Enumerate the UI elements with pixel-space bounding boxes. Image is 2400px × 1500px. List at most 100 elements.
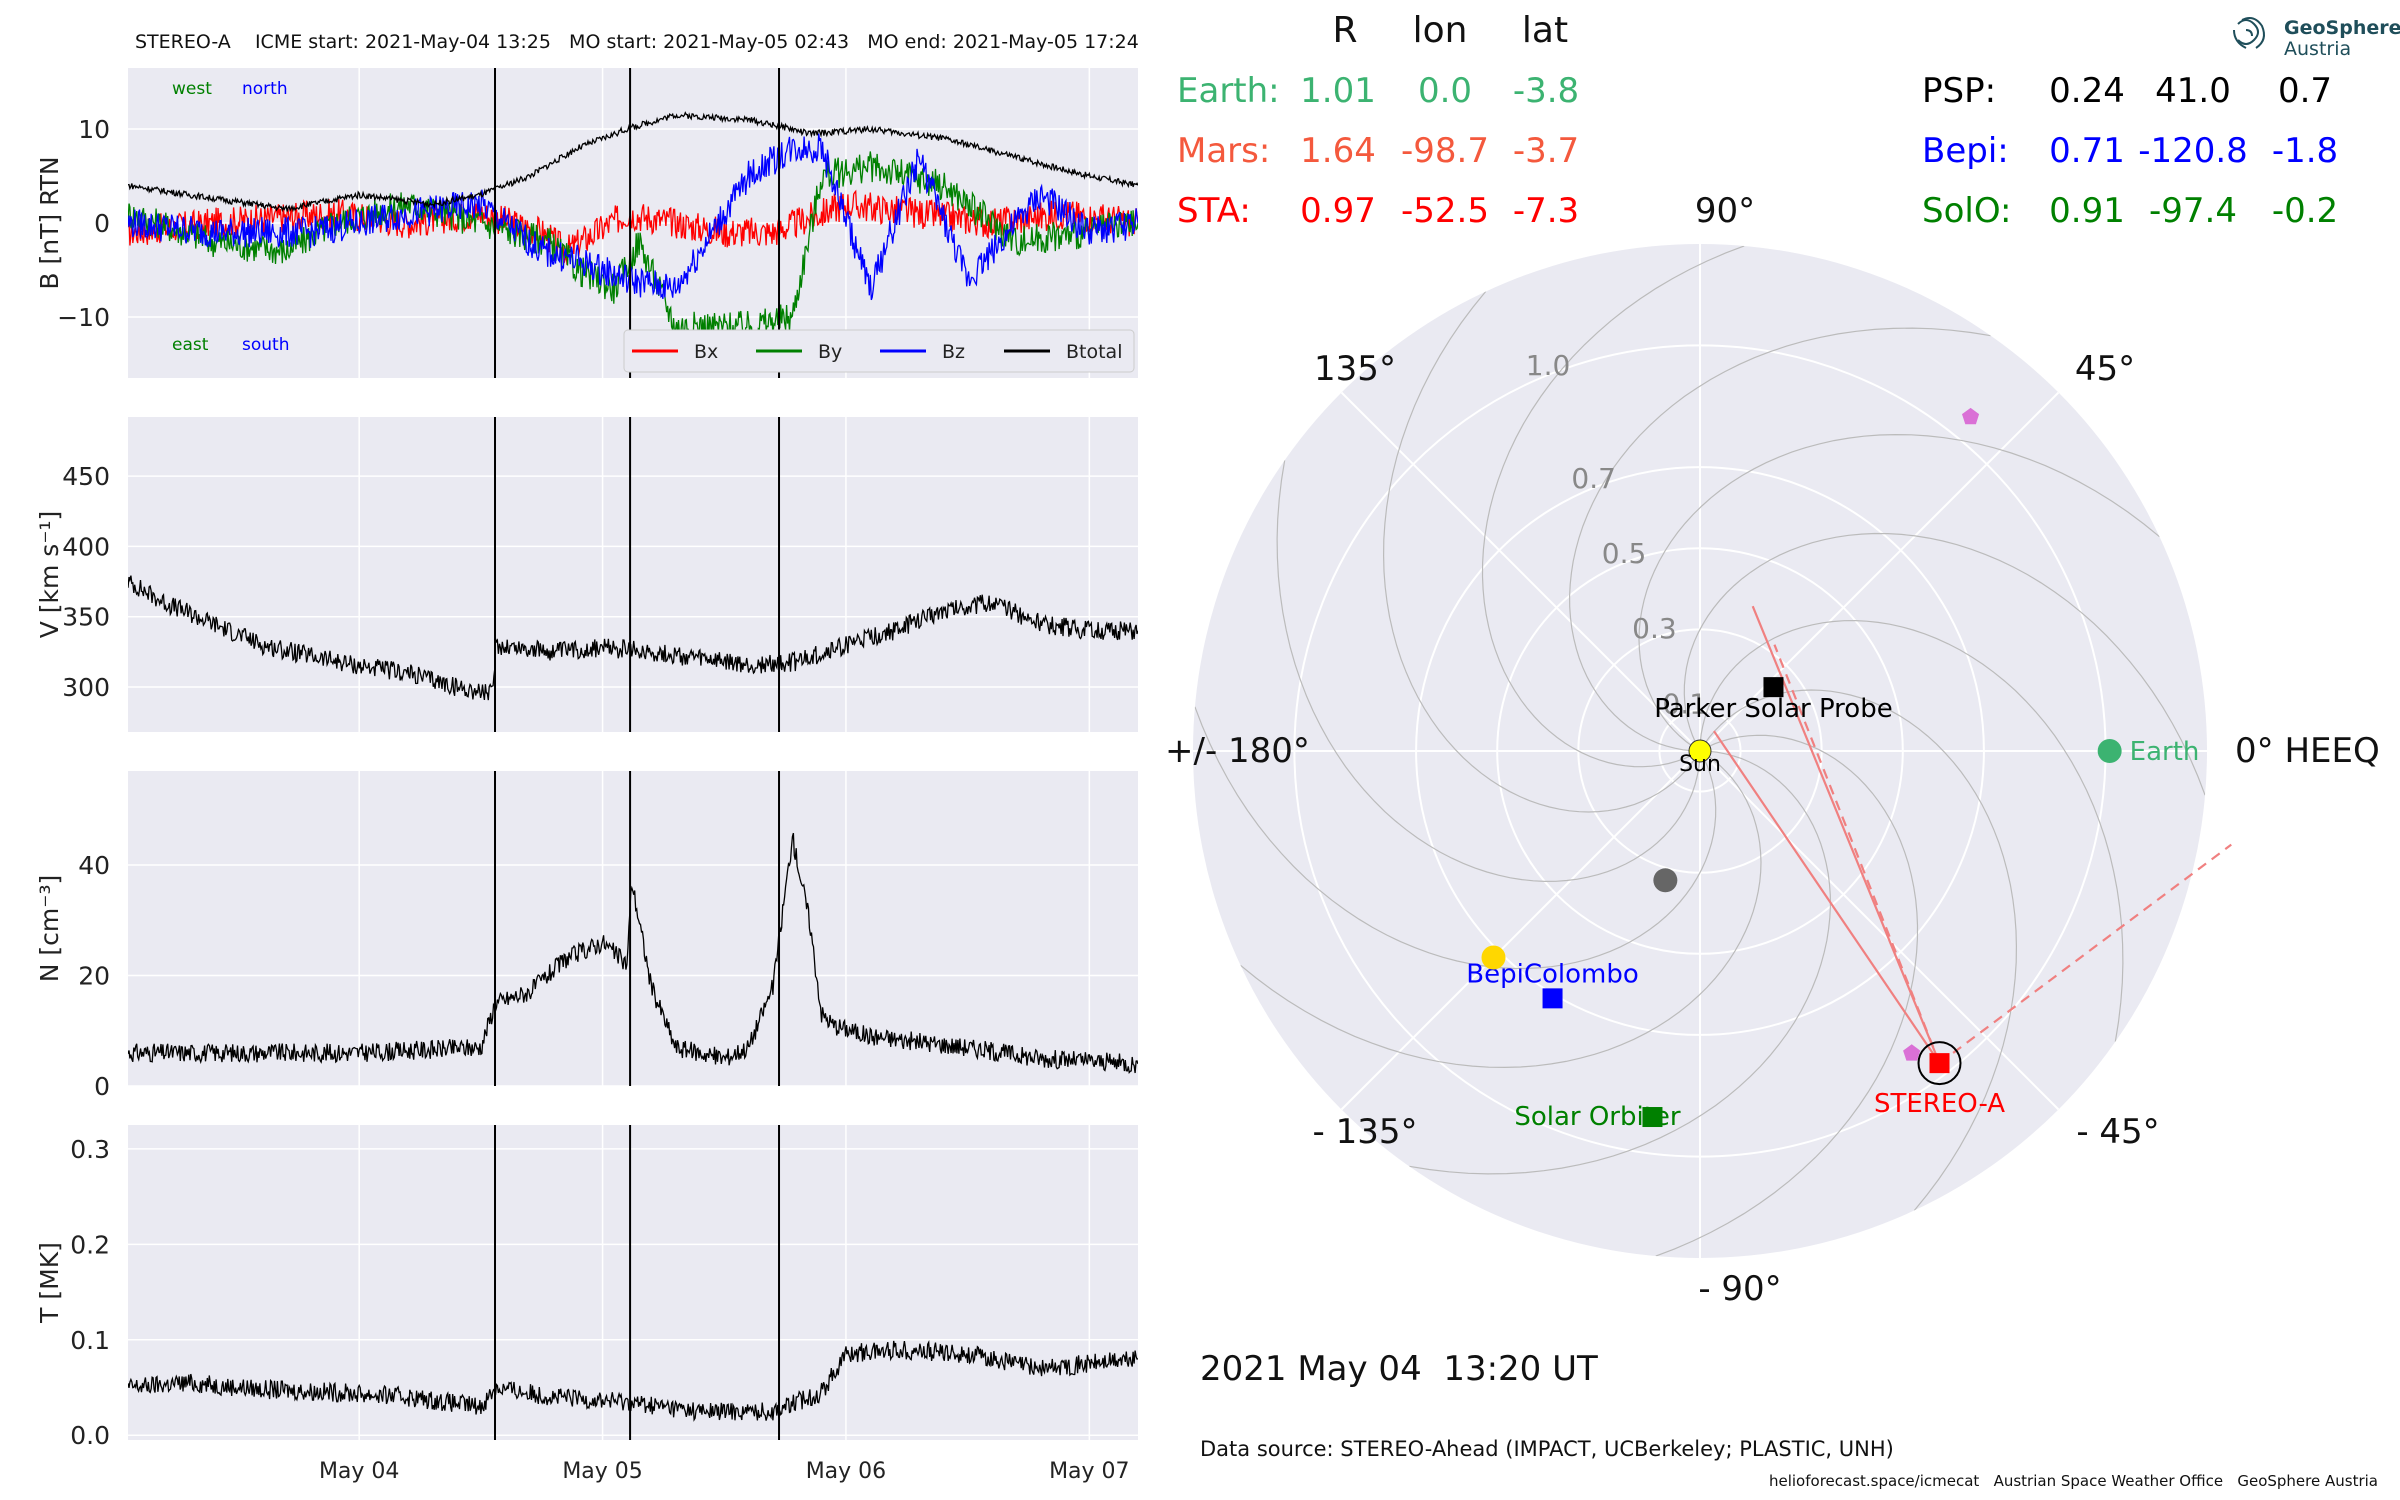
earth-label: Earth (2130, 737, 2200, 767)
row-R: 0.91 (2049, 191, 2125, 231)
legend: Bx By Bz Btotal (623, 329, 1135, 373)
connection-line (1773, 644, 1941, 1064)
row-lat: -7.3 (1513, 191, 1579, 231)
parker-spiral (1655, 734, 1919, 1257)
ytick-label: 0.3 (70, 1135, 110, 1164)
series-line-density (128, 832, 1138, 1075)
row-name: Earth: (1177, 71, 1280, 111)
legend-label-Bx: Bx (694, 341, 718, 363)
series-line-temperature (128, 1339, 1138, 1422)
ytick-label: 20 (78, 961, 110, 990)
parker-spiral (1699, 689, 2018, 1211)
credit-label: helioforecast.space/icmecat Austrian Spa… (1769, 1472, 2378, 1490)
ytick-label: 0.0 (70, 1421, 110, 1450)
ytick-label: −10 (57, 303, 110, 332)
xtick-label: May 05 (562, 1459, 642, 1484)
ytick-label: 0.2 (70, 1230, 110, 1259)
logo-line2: Austria (2284, 38, 2351, 60)
row-name: Mars: (1177, 131, 1270, 171)
row-R: 0.71 (2049, 131, 2125, 171)
row-lat: -3.8 (1513, 71, 1579, 111)
parker-spiral (1409, 750, 1832, 1175)
radial-tick-label: 0.1 (1663, 687, 1708, 720)
angle-gridline (1699, 391, 2060, 752)
row-lat: -3.7 (1513, 131, 1579, 171)
row-lon: -120.8 (2138, 131, 2248, 171)
xtick-label: May 07 (1049, 1459, 1129, 1484)
parker-spiral (1568, 327, 1991, 752)
ytick-label: 450 (62, 462, 110, 491)
legend-label-Btotal: Btotal (1066, 341, 1122, 363)
timestamp-label: 2021 May 04 13:20 UT (1200, 1349, 1598, 1389)
legend-box (623, 329, 1135, 373)
annotation-north: north (242, 79, 288, 99)
object-marker (1653, 868, 1678, 893)
row-lat: -1.8 (2272, 131, 2338, 171)
geosphere-logo: GeoSphere Austria (2233, 17, 2400, 60)
parker-solar-probe-marker (1763, 677, 1784, 698)
logo-line1: GeoSphere (2284, 17, 2400, 39)
radial-tick-label: 1.0 (1526, 349, 1571, 382)
ytick-label: 400 (62, 532, 110, 561)
ytick-label: 40 (78, 851, 110, 880)
row-name: SolO: (1922, 191, 2011, 231)
ytick-label: 350 (62, 603, 110, 632)
panel-density: 0 20 40 N [cm⁻³] (35, 771, 1138, 1101)
angle-label: - 90° (1698, 1269, 1781, 1309)
stereo-a-label: STEREO-A (1874, 1089, 2005, 1119)
row-lon: 0.0 (1418, 71, 1472, 111)
angle-gridline (1340, 391, 1701, 752)
angle-label: 135° (1314, 349, 1396, 389)
logo-icon (2233, 17, 2265, 49)
angle-label: +/- 180° (1165, 731, 1310, 771)
panel-background (128, 771, 1138, 1086)
panel-background (128, 1125, 1138, 1440)
solar-orbiter-marker (1642, 1107, 1663, 1128)
pentagon-marker (1962, 407, 1980, 425)
bepicolombo-marker (1542, 988, 1563, 1009)
row-lon: -97.4 (2149, 191, 2237, 231)
chart-title: STEREO-A ICME start: 2021-May-04 13:25 M… (135, 31, 1139, 53)
data-source-label: Data source: STEREO-Ahead (IMPACT, UCBer… (1200, 1437, 1894, 1461)
stereo-a-marker (1929, 1053, 1950, 1074)
ylabel: N [cm⁻³] (35, 875, 64, 982)
parker-spiral (1638, 433, 2160, 752)
series-line-Bx (128, 189, 1138, 265)
angle-label: 0° HEEQ (2235, 731, 2380, 771)
ytick-label: 0 (94, 209, 110, 238)
parker-spiral (1194, 706, 1717, 970)
table-header-lat: lat (1522, 10, 1568, 51)
annotation-south: south (242, 335, 289, 355)
connection-line (1751, 605, 1941, 1064)
radial-tick-label: 0.5 (1602, 537, 1647, 570)
positions-table: R lon lat Earth: 1.01 0.0 -3.8 Mars: 1.64 -98.… (1177, 10, 2338, 231)
series-line-Btotal (128, 111, 1138, 213)
object-marker (1481, 945, 1506, 970)
parker-solar-probe-label: Parker Solar Probe (1654, 694, 1892, 724)
solar-orbiter-label: Solar Orbiter (1514, 1102, 1681, 1132)
ytick-label: 0.1 (70, 1326, 110, 1355)
parker-spiral (1382, 291, 1701, 813)
pentagon-marker (1903, 1044, 1921, 1061)
connection-line (1938, 843, 2232, 1065)
parker-spiral (1481, 245, 1745, 768)
panel-temperature: 0.0 0.1 0.2 0.3 T [MK] May 04 May 05 May 06 May … (35, 1125, 1138, 1484)
row-name: STA: (1177, 191, 1251, 231)
earth-marker (2097, 739, 2122, 763)
series-line-Bz (128, 133, 1138, 301)
table-header-lon: lon (1413, 10, 1468, 51)
ytick-label: 10 (78, 115, 110, 144)
series-line-By (128, 151, 1138, 344)
time-series-panels: 10 0 −10 B [nT] RTN west north east south Bx By Bz… (35, 68, 1138, 1484)
xtick-label: May 04 (319, 1459, 399, 1484)
angle-gridline (1340, 750, 1701, 1111)
parker-spiral (1699, 619, 2124, 1042)
radial-tick-label: 0.7 (1571, 462, 1616, 495)
row-lon: -98.7 (1401, 131, 1489, 171)
ylabel: B [nT] RTN (35, 156, 64, 289)
annotation-west: west (172, 79, 212, 99)
sun-label: Sun (1679, 752, 1721, 777)
panel-background (128, 417, 1138, 732)
ytick-label: 300 (62, 673, 110, 702)
